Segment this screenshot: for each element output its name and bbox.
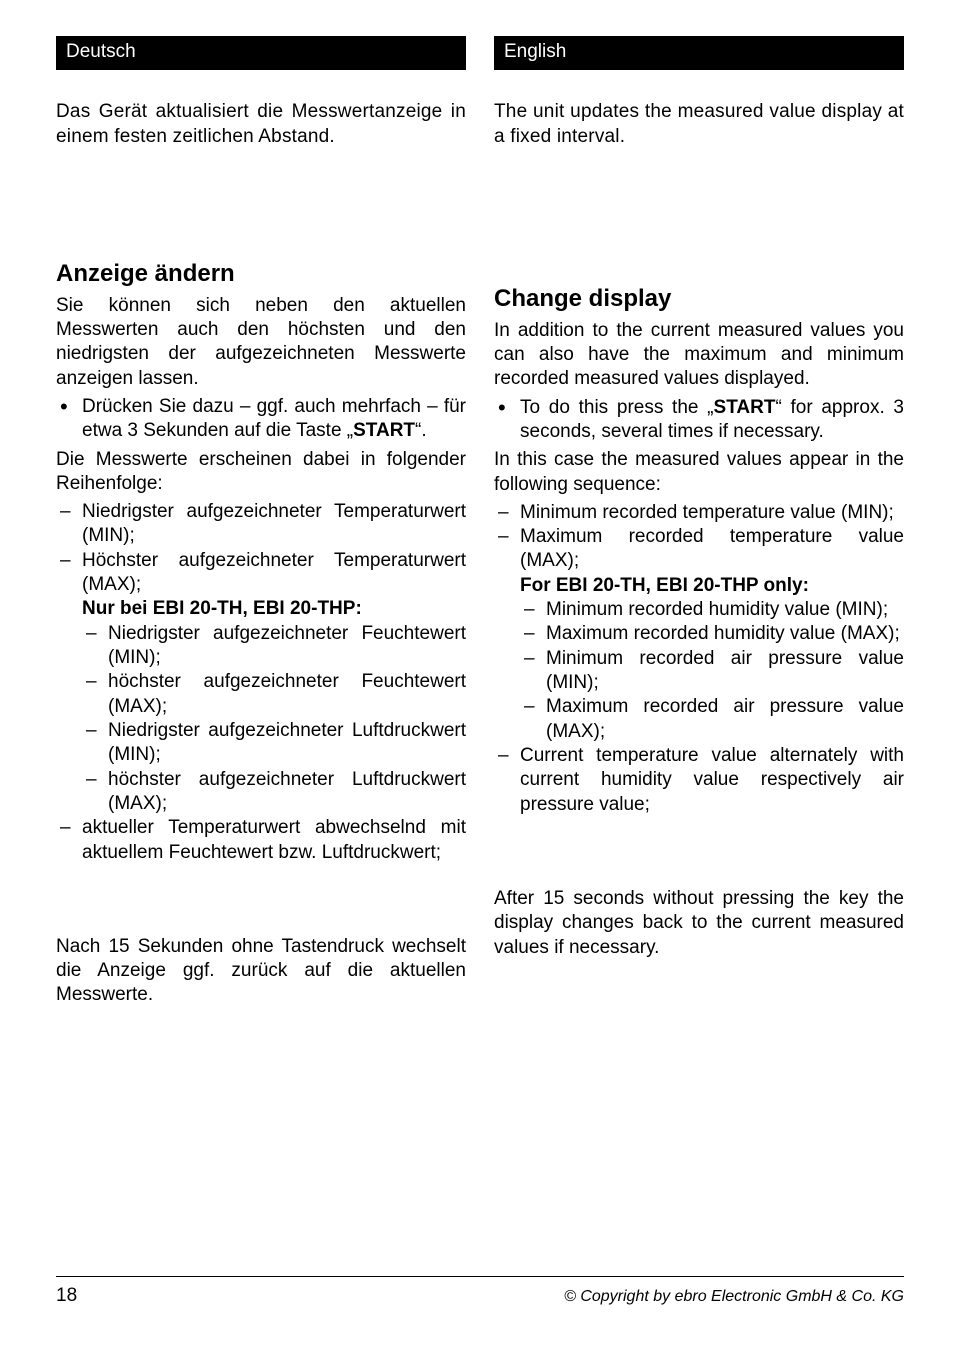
- right-paragraph-2: In this case the measured values appear …: [494, 448, 904, 497]
- page-number: 18: [56, 1285, 77, 1307]
- left-sub-item-4: höchster aufgezeichneter Luftdruckwert (…: [82, 768, 466, 817]
- left-column: Deutsch Das Gerät aktualisiert die Messw…: [56, 36, 466, 1008]
- left-dash-item-1: Niedrigster aufgezeichneter Temperaturwe…: [56, 500, 466, 549]
- right-language-header: English: [494, 36, 904, 70]
- right-sub-heading: For EBI 20-TH, EBI 20-THP only:: [520, 574, 904, 598]
- right-start-label: START: [714, 397, 776, 418]
- right-bullet-text-a: To do this press the „: [520, 397, 714, 418]
- right-dash-item-3: Current temperature value alternately wi…: [494, 744, 904, 817]
- left-dash-list: Niedrigster aufgezeichneter Temperaturwe…: [56, 500, 466, 597]
- two-column-layout: Deutsch Das Gerät aktualisiert die Messw…: [56, 36, 904, 1008]
- left-dash-item-3: aktueller Temperaturwert abwechselnd mit…: [56, 816, 466, 865]
- right-dash-item-2: Maximum recorded temperature value (MAX)…: [494, 525, 904, 574]
- left-sub-item-2: höchster aufgezeichneter Feuchtewert (MA…: [82, 670, 466, 719]
- right-sub-item-2: Maximum recorded humidity value (MAX);: [520, 622, 904, 646]
- right-dash-list: Minimum recorded temperature value (MIN)…: [494, 501, 904, 574]
- left-intro-text: Das Gerät aktualisiert die Messwertanzei…: [56, 100, 466, 149]
- left-dash-item-2: Höchster aufgezeichneter Temperaturwert …: [56, 549, 466, 598]
- left-bullet-list: Drücken Sie dazu – ggf. auch mehrfach – …: [56, 395, 466, 444]
- right-paragraph-1: In addition to the current measured valu…: [494, 319, 904, 392]
- right-closing-text: After 15 seconds without pressing the ke…: [494, 887, 904, 960]
- right-section-heading: Change display: [494, 284, 904, 315]
- left-sub-dash-list: Niedrigster aufgezeichneter Feuchtewert …: [82, 622, 466, 817]
- right-bullet-list: To do this press the „START“ for approx.…: [494, 396, 904, 445]
- page-footer: 18 © Copyright by ebro Electronic GmbH &…: [56, 1276, 904, 1307]
- right-intro-text: The unit updates the measured value disp…: [494, 100, 904, 149]
- left-sub-block: Nur bei EBI 20-TH, EBI 20-THP: Niedrigst…: [56, 597, 466, 816]
- left-dash-list-2: aktueller Temperaturwert abwechselnd mit…: [56, 816, 466, 865]
- copyright-text: © Copyright by ebro Electronic GmbH & Co…: [564, 1288, 904, 1306]
- right-sub-item-1: Minimum recorded humidity value (MIN);: [520, 598, 904, 622]
- right-sub-block: For EBI 20-TH, EBI 20-THP only: Minimum …: [494, 574, 904, 744]
- left-paragraph-1: Sie können sich neben den aktuellen Mess…: [56, 294, 466, 391]
- right-sub-item-4: Maximum recorded air pressure value (MAX…: [520, 695, 904, 744]
- right-dash-list-2: Current temperature value alternately wi…: [494, 744, 904, 817]
- left-paragraph-2: Die Messwerte erscheinen dabei in folgen…: [56, 448, 466, 497]
- left-bullet-text-c: “.: [415, 420, 427, 441]
- right-dash-item-1: Minimum recorded temperature value (MIN)…: [494, 501, 904, 525]
- left-language-header: Deutsch: [56, 36, 466, 70]
- left-sub-item-1: Niedrigster aufgezeichneter Feuchtewert …: [82, 622, 466, 671]
- left-section-heading: Anzeige ändern: [56, 259, 466, 290]
- left-bullet-item: Drücken Sie dazu – ggf. auch mehrfach – …: [56, 395, 466, 444]
- right-sub-item-3: Minimum recorded air pressure value (MIN…: [520, 647, 904, 696]
- right-bullet-item: To do this press the „START“ for approx.…: [494, 396, 904, 445]
- left-sub-item-3: Niedrigster aufgezeichneter Luftdruckwer…: [82, 719, 466, 768]
- left-start-label: START: [353, 420, 415, 441]
- left-closing-text: Nach 15 Sekunden ohne Tastendruck wechse…: [56, 935, 466, 1008]
- right-sub-dash-list: Minimum recorded humidity value (MIN); M…: [520, 598, 904, 744]
- left-sub-heading: Nur bei EBI 20-TH, EBI 20-THP:: [82, 597, 466, 621]
- right-column: English The unit updates the measured va…: [494, 36, 904, 1008]
